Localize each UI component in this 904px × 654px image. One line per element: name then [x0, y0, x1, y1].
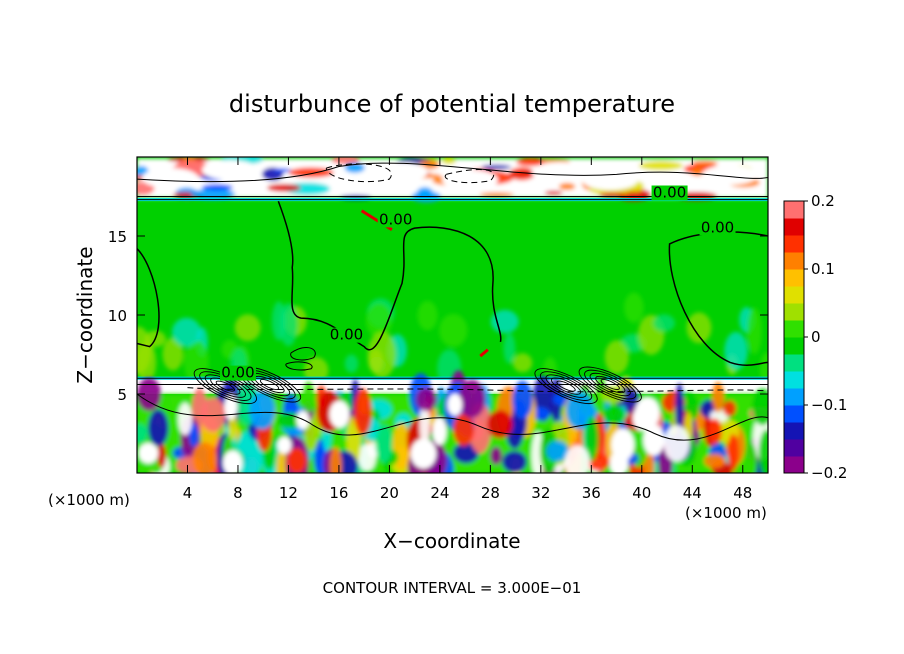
contour-line [584, 369, 637, 400]
x-tick-label: 8 [233, 484, 243, 502]
contour-label: 0.00 [653, 184, 686, 202]
colorbar-swatch [784, 354, 804, 372]
colorbar-swatch [784, 320, 804, 338]
colorbar-swatch [784, 286, 804, 304]
contour-line [290, 346, 316, 361]
colorbar-tick-label: 0.1 [811, 260, 835, 278]
colorbar-swatch [784, 303, 804, 321]
z-unit-label: (×1000 m) [685, 504, 767, 522]
x-tick-label: 32 [531, 484, 550, 502]
colorbar-swatch [784, 235, 804, 253]
colorbar-swatch [784, 388, 804, 406]
contour-line [556, 380, 576, 392]
contour-line [215, 380, 235, 392]
contour-line [600, 379, 620, 390]
colorbar-tick-label: −0.2 [811, 464, 847, 482]
x-axis-label: X−coordinate [383, 529, 520, 553]
contour-line [578, 366, 642, 403]
contour-label: 0.00 [221, 364, 254, 382]
contour-line [277, 200, 502, 351]
y-axis: 5 10 15 [108, 228, 768, 404]
y-tick-label: 15 [108, 228, 127, 246]
y-tick-label: 5 [117, 386, 127, 404]
colorbar-swatch [784, 269, 804, 287]
colorbar-swatch [784, 252, 804, 270]
colorbar-tick-label: 0 [811, 328, 821, 346]
lower-turbulence [137, 370, 768, 473]
x-tick-label: 40 [632, 484, 651, 502]
contour-line [545, 374, 587, 398]
colorbar-swatch [784, 439, 804, 457]
x-tick-label: 48 [733, 484, 752, 502]
contour-line [539, 371, 593, 401]
contour-line [137, 248, 160, 348]
y-tick-label: 10 [108, 307, 127, 325]
contour-line [137, 393, 768, 441]
negative-contour-line [444, 169, 495, 184]
x-axis: 4 8 12 16 20 24 28 32 36 40 44 48 [183, 157, 752, 502]
x-tick-label: 16 [329, 484, 348, 502]
negative-contour-line [325, 163, 392, 183]
colorbar-swatch [784, 422, 804, 440]
upper-disturbance-band [137, 157, 768, 203]
contour-line [589, 372, 631, 397]
colorbar-swatch [784, 218, 804, 236]
x-tick-label: 4 [183, 484, 193, 502]
colorbar-tick-label: 0.2 [811, 192, 835, 210]
contour-labels: 0.00 0.00 0.00 0.00 0.00 [219, 184, 736, 382]
x-tick-label: 12 [279, 484, 298, 502]
x-tick-label: 44 [683, 484, 702, 502]
contour-line [285, 361, 313, 371]
colorbar-swatch [784, 337, 804, 355]
x-tick-label: 20 [380, 484, 399, 502]
heatmap-field [137, 157, 768, 473]
contour-line [259, 379, 280, 390]
contour-line [534, 368, 598, 405]
x-tick-label: 24 [430, 484, 449, 502]
contour-line [595, 375, 626, 394]
contour-label: 0.00 [701, 218, 734, 236]
contour-label: 0.00 [330, 326, 363, 344]
colorbar-tick-label: −0.1 [811, 396, 847, 414]
x-unit-label-left: (×1000 m) [48, 491, 130, 509]
contour-line [550, 377, 582, 395]
contour-interval-footer: CONTOUR INTERVAL = 3.000E−01 [323, 579, 582, 597]
contour-line [210, 377, 241, 395]
contour-label: 0.00 [379, 210, 412, 228]
x-tick-label: 28 [481, 484, 500, 502]
x-tick-label: 36 [582, 484, 601, 502]
contour-line [137, 162, 768, 183]
colorbar: 0.2 0.1 0 −0.1 −0.2 [783, 192, 847, 482]
y-axis-label: Z−coordinate [73, 246, 97, 383]
colorbar-swatch [784, 201, 804, 219]
colorbar-swatch [784, 371, 804, 389]
colorbar-swatch [784, 405, 804, 423]
colorbar-swatch [784, 456, 804, 474]
chart-title: disturbunce of potential temperature [229, 90, 675, 118]
